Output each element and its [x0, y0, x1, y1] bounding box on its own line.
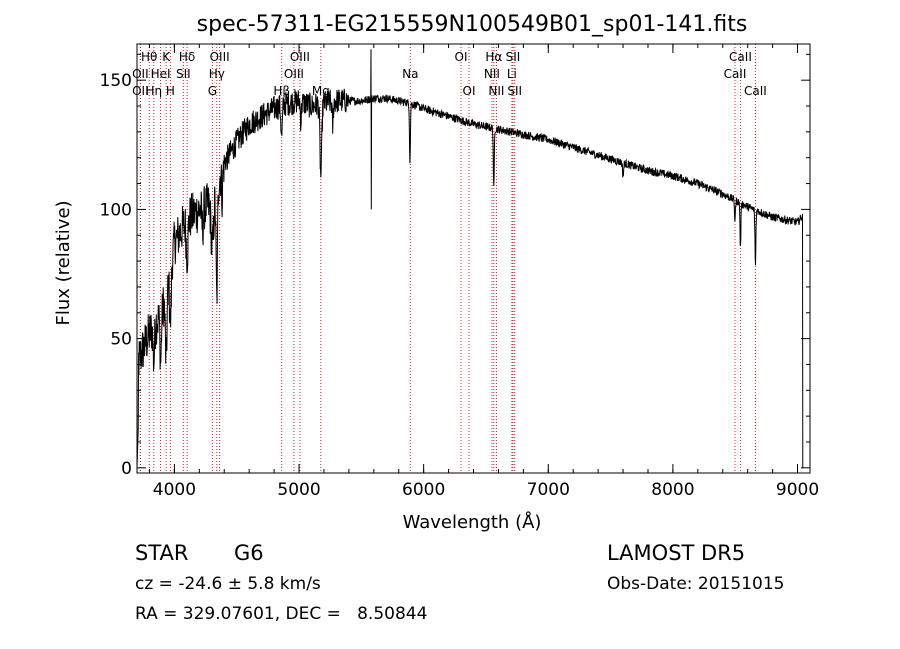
x-axis-label: Wavelength (Å) — [403, 511, 542, 533]
coordinates: RA = 329.07601, DEC = 8.50844 — [135, 604, 428, 624]
object-subclass: G6 — [234, 541, 264, 565]
y-axis-label: Flux (relative) — [53, 200, 74, 325]
line-marker-label: Hα — [485, 50, 502, 64]
line-marker-label: K — [162, 50, 171, 64]
y-tick-label: 150 — [100, 71, 132, 91]
line-marker-label: H — [166, 84, 175, 98]
x-tick-label: 9000 — [776, 480, 819, 500]
line-marker-label: CaII — [729, 50, 752, 64]
line-marker-label: Hδ — [179, 50, 195, 64]
x-tick-label: 7000 — [527, 480, 570, 500]
x-tick-label: 6000 — [402, 480, 445, 500]
x-tick-label: 5000 — [277, 480, 320, 500]
y-tick-label: 50 — [110, 330, 132, 350]
line-marker-label: CaII — [724, 67, 747, 81]
survey-name: LAMOST DR5 — [607, 541, 746, 565]
x-tick-label: 4000 — [153, 480, 196, 500]
line-marker-label: SII — [176, 67, 191, 81]
spectrum-line — [136, 49, 804, 469]
line-marker-label: Hη — [146, 84, 163, 98]
line-marker-label: NII — [484, 67, 500, 81]
line-marker-label: OIII — [290, 50, 310, 64]
y-axis-ticks: 0 50 100 150 — [100, 53, 810, 479]
y-tick-label: 0 — [121, 459, 132, 479]
line-marker-label: Li — [507, 67, 517, 81]
line-marker-label: Hθ — [141, 50, 157, 64]
x-axis-ticks: 4000 5000 6000 7000 8000 9000 — [148, 44, 819, 500]
line-marker-label: HeI — [151, 67, 171, 81]
line-marker-label: OI — [455, 50, 468, 64]
line-marker-label: OII — [132, 67, 149, 81]
x-tick-label: 8000 — [651, 480, 694, 500]
line-marker-label: SII — [506, 50, 521, 64]
line-marker-label: Hβ — [273, 84, 290, 98]
spectrum-group — [136, 49, 804, 469]
y-tick-label: 100 — [100, 200, 132, 220]
line-markers — [139, 44, 756, 473]
line-marker-label: OI — [463, 84, 476, 98]
object-type: STAR — [135, 541, 189, 565]
obs-date: Obs-Date: 20151015 — [607, 574, 785, 594]
chart-title: spec-57311-EG215559N100549B01_sp01-141.f… — [197, 12, 748, 37]
redshift-value: cz = -24.6 ± 5.8 km/s — [135, 574, 321, 594]
line-marker-label: CaII — [744, 84, 767, 98]
line-marker-label: G — [208, 84, 217, 98]
line-marker-label: SII — [507, 84, 522, 98]
line-marker-label: OIII — [284, 67, 304, 81]
line-marker-label: OIII — [210, 50, 230, 64]
line-marker-label: Na — [402, 67, 418, 81]
plot-frame — [136, 43, 811, 474]
line-marker-label: Hγ — [209, 67, 225, 81]
line-marker-label: OII — [132, 84, 149, 98]
line-marker-label: NII — [488, 84, 504, 98]
